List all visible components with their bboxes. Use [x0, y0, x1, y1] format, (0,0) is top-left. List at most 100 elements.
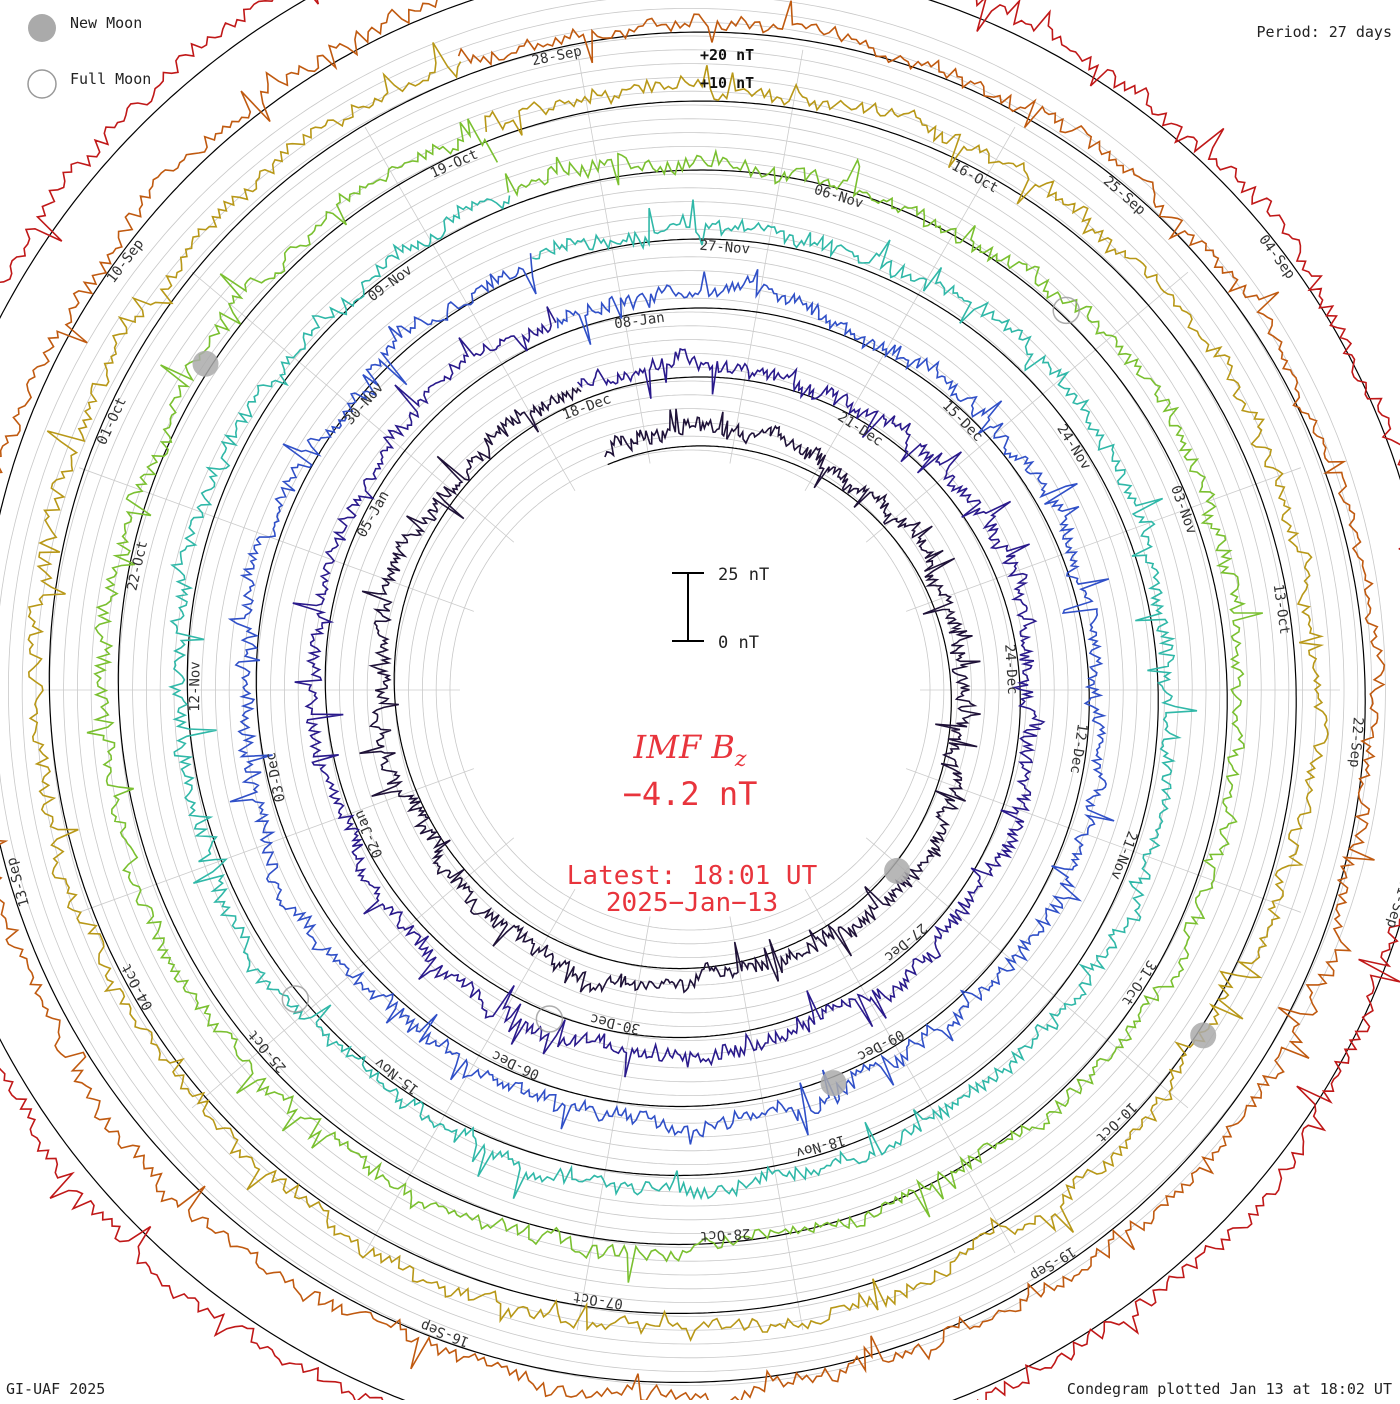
series-trace-5	[27, 42, 1329, 1343]
grid-ring	[21, 21, 1359, 1359]
scale-marker-10: +10 nT	[700, 74, 754, 92]
grid-ring	[0, 0, 1386, 1386]
date-label: 04-Oct	[118, 961, 156, 1013]
date-label: 24-Dec	[1001, 644, 1020, 696]
grid-spoke	[729, 916, 804, 1331]
date-label: 28-Oct	[699, 1225, 751, 1244]
full-moon-marker	[535, 1005, 564, 1033]
grid-ring	[435, 435, 945, 945]
grid-spoke	[576, 916, 651, 1331]
scale-bar: 25 nT 0 nT	[672, 565, 769, 653]
grid-ring	[422, 422, 958, 958]
latest-date: 2025−Jan−13	[606, 888, 778, 918]
baseline-1	[324, 334, 1021, 1039]
grid-ring	[325, 325, 1055, 1055]
date-label: 01-Sep	[1383, 877, 1400, 930]
date-label: 03-Dec	[263, 751, 289, 804]
date-label: 04-Sep	[1255, 232, 1298, 282]
grid-spoke	[905, 768, 1301, 913]
grid-ring	[173, 173, 1207, 1207]
date-label: 25-Sep	[1100, 173, 1149, 218]
baseline-5	[48, 75, 1297, 1314]
date-label: 18-Nov	[794, 1131, 847, 1160]
grid-spoke	[79, 768, 475, 913]
grid-spoke	[364, 888, 576, 1254]
grid-ring	[90, 90, 1290, 1290]
footer-timestamp: Condegram plotted Jan 13 at 18:02 UT	[1067, 1380, 1392, 1398]
grid-spoke	[865, 271, 1189, 543]
scale-bottom-label: 0 nT	[718, 633, 759, 653]
scale-top-label: 25 nT	[718, 565, 769, 585]
center-value: −4.2 nT	[623, 775, 758, 813]
date-label: 13-Oct	[1270, 583, 1293, 635]
date-label: 06-Dec	[489, 1047, 542, 1083]
date-label: 18-Dec	[560, 391, 613, 423]
date-label: 09-Dec	[855, 1026, 907, 1064]
grid-spoke	[804, 888, 1016, 1254]
grid-spoke	[905, 467, 1301, 612]
footer-credit: GI-UAF 2025	[6, 1380, 105, 1398]
date-label: 10-Oct	[1092, 1099, 1139, 1146]
grid-ring	[104, 104, 1276, 1276]
date-label: 02-Jan	[351, 808, 386, 861]
date-label: 19-Sep	[1027, 1243, 1078, 1284]
grid-spoke	[364, 126, 576, 492]
date-label: 12-Nov	[187, 661, 203, 712]
series-trace-3	[168, 195, 1198, 1201]
grid-spoke	[865, 837, 1189, 1109]
date-label: 16-Oct	[949, 158, 1001, 197]
grid-ring	[35, 35, 1345, 1345]
grid-ring	[118, 118, 1262, 1262]
grid-ring	[49, 49, 1331, 1331]
grid-ring	[215, 215, 1165, 1165]
date-label: 27-Dec	[881, 920, 930, 965]
new-moon-marker	[884, 857, 911, 884]
date-label: 12-Dec	[1067, 722, 1090, 774]
date-label: 09-Nov	[365, 262, 415, 305]
new-moon-marker	[192, 350, 219, 377]
latest-time: Latest: 18:01 UT	[567, 861, 818, 891]
moon-markers	[192, 296, 1217, 1097]
date-label: 28-Sep	[530, 43, 583, 69]
grid-ring	[63, 63, 1317, 1317]
grid-spoke	[804, 126, 1016, 492]
date-label: 13-Sep	[4, 856, 33, 909]
full-moon-marker	[281, 985, 310, 1013]
date-label: 07-Oct	[572, 1288, 624, 1311]
full-moon-marker	[1052, 296, 1080, 325]
series-trace-2	[227, 253, 1115, 1145]
grid-ring	[201, 201, 1179, 1179]
date-label: 22-Sep	[1346, 716, 1366, 768]
grid-ring	[449, 449, 931, 931]
grid-ring	[8, 8, 1372, 1372]
new-moon-marker	[1190, 1022, 1217, 1049]
grid-ring	[380, 380, 1000, 1000]
grid-ring	[146, 146, 1234, 1234]
baseline-4	[117, 139, 1228, 1246]
grid-spoke	[576, 49, 651, 464]
new-moon-marker	[820, 1070, 847, 1097]
grid-ring	[311, 311, 1069, 1069]
date-label: 30-Dec	[589, 1010, 642, 1037]
baseline-0	[393, 399, 952, 970]
grid-ring	[297, 297, 1083, 1083]
date-label: 22-Oct	[124, 539, 151, 592]
date-label: 27-Nov	[699, 238, 751, 258]
date-label: 08-Jan	[613, 310, 665, 333]
date-label: 16-Sep	[418, 1317, 471, 1350]
grid-spoke	[729, 49, 804, 464]
series-trace-1	[292, 306, 1046, 1078]
new-moon-label: New Moon	[70, 14, 142, 32]
grid-ring	[159, 159, 1221, 1221]
new-moon-icon	[28, 14, 56, 42]
series-trace-4	[86, 118, 1264, 1283]
grid-ring	[228, 228, 1152, 1152]
baseline-6	[0, 10, 1366, 1383]
